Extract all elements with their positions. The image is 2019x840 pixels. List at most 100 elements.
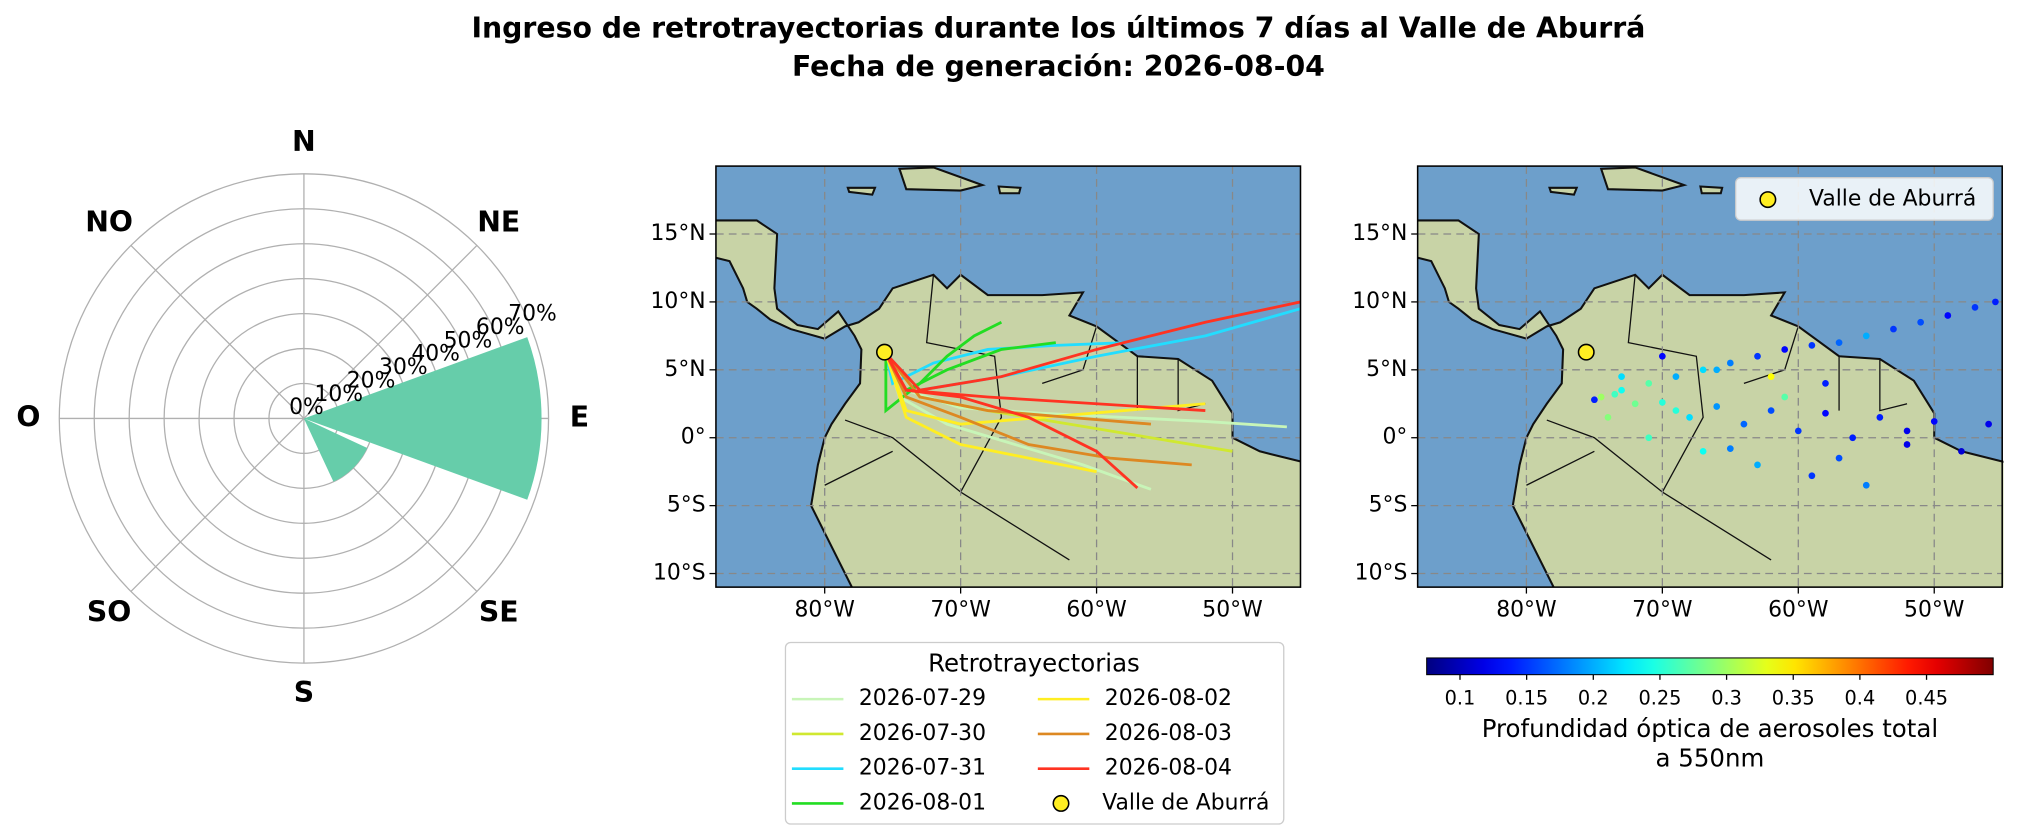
colorbar bbox=[1426, 657, 1994, 676]
y-tick-label: 0° bbox=[681, 425, 706, 450]
spoke bbox=[303, 245, 478, 419]
legend-label: 2026-07-29 bbox=[859, 686, 986, 711]
bar bbox=[303, 337, 542, 500]
x-tick-label: 80°W bbox=[1496, 597, 1556, 622]
spoke bbox=[130, 417, 305, 592]
legend-box bbox=[784, 641, 1285, 825]
y-tick-label: 10°S bbox=[653, 561, 706, 586]
aod-point bbox=[1754, 461, 1761, 469]
legend-marker bbox=[1052, 794, 1070, 812]
trajectory bbox=[884, 300, 1301, 392]
direction-label: SO bbox=[87, 595, 131, 628]
aod-point bbox=[1767, 373, 1775, 380]
x-tick-label: 60°W bbox=[1066, 597, 1126, 622]
island bbox=[1699, 185, 1724, 195]
aod-point bbox=[1781, 346, 1789, 353]
x-tick-label: 70°W bbox=[930, 597, 990, 622]
x-tick-label: 60°W bbox=[1768, 597, 1828, 622]
r-tick-label: 10% bbox=[314, 382, 363, 407]
r-tick-label: 70% bbox=[508, 302, 557, 327]
direction-label: N bbox=[292, 125, 316, 158]
trajectory bbox=[884, 341, 1124, 386]
map-frame bbox=[1416, 165, 2003, 588]
aod-point bbox=[1740, 420, 1748, 428]
legend-title: Retrotrayectorias bbox=[928, 648, 1140, 677]
x-tick-label: 70°W bbox=[1632, 597, 1692, 622]
title-line: Ingreso de retrotrayectorias durante los… bbox=[471, 12, 1645, 45]
aod-point bbox=[1903, 441, 1911, 448]
aod-point bbox=[1645, 380, 1653, 387]
island bbox=[997, 185, 1022, 195]
island bbox=[757, 132, 907, 162]
aod-point bbox=[1604, 414, 1612, 421]
aod-point bbox=[1713, 403, 1721, 410]
aod-point bbox=[1903, 427, 1911, 435]
y-tick-label: 5°S bbox=[1369, 493, 1408, 518]
y-tick-label: 10°S bbox=[1355, 561, 1408, 586]
aod-point bbox=[1618, 373, 1625, 380]
aod-point bbox=[1597, 393, 1605, 401]
aod-point bbox=[1890, 325, 1897, 333]
r-tick-label: 30% bbox=[379, 355, 428, 380]
site-marker bbox=[1577, 343, 1595, 361]
legend-label: 2026-08-04 bbox=[1105, 756, 1232, 781]
colorbar-tick-label: 0.45 bbox=[1905, 687, 1948, 710]
aod-point bbox=[1699, 447, 1707, 455]
legend-label: Valle de Aburrá bbox=[1809, 187, 1976, 212]
y-tick-label: 15°N bbox=[650, 221, 705, 246]
aod-point bbox=[1699, 366, 1707, 374]
aod-point bbox=[1726, 445, 1734, 452]
land bbox=[715, 219, 1301, 588]
polar-chart: N NE E SE S SO O NO 0%10%20%30%40%50%60%70% bbox=[16, 125, 589, 709]
island bbox=[1458, 132, 1608, 162]
colorbar-tick-label: 0.25 bbox=[1638, 687, 1681, 710]
aod-point bbox=[1917, 318, 1924, 326]
x-tick-label: 80°W bbox=[794, 597, 854, 622]
y-tick-label: 15°N bbox=[1352, 221, 1407, 246]
legend-label: Valle de Aburrá bbox=[1102, 790, 1269, 815]
r-tick-label: 50% bbox=[444, 328, 493, 353]
aod-point bbox=[1822, 380, 1829, 387]
aod-point bbox=[1958, 447, 1965, 455]
colorbar-label: Profundidad óptica de aerosoles total bbox=[1482, 714, 1938, 743]
aod-point bbox=[1645, 434, 1653, 442]
aod-point bbox=[1944, 312, 1952, 319]
aod-point bbox=[1672, 407, 1680, 414]
legend-box bbox=[1735, 177, 1994, 221]
direction-label: NE bbox=[477, 206, 520, 239]
trajectory bbox=[884, 353, 1206, 426]
legend-label: 2026-07-30 bbox=[859, 721, 986, 746]
aod-point bbox=[1876, 414, 1884, 421]
direction-label: SE bbox=[479, 595, 519, 628]
trajectory bbox=[884, 352, 1206, 412]
x-tick-label: 50°W bbox=[1202, 597, 1262, 622]
aod-point bbox=[1591, 396, 1598, 404]
aod-point bbox=[1659, 399, 1666, 406]
aod-point bbox=[1659, 352, 1666, 360]
aod-point bbox=[1686, 414, 1693, 421]
r-tick-label: 20% bbox=[347, 368, 396, 393]
aod-point bbox=[1971, 303, 1979, 311]
x-tick-label: 50°W bbox=[1904, 597, 1964, 622]
island bbox=[1599, 166, 1688, 192]
aod-point bbox=[1862, 332, 1870, 340]
colorbar-tick-label: 0.1 bbox=[1445, 687, 1476, 710]
legend-label: 2026-08-03 bbox=[1105, 721, 1232, 746]
direction-label: NO bbox=[85, 206, 133, 239]
aod-point bbox=[1611, 390, 1619, 398]
aod-point bbox=[1618, 386, 1625, 394]
aod-point bbox=[1992, 298, 1999, 306]
legend-label: 2026-08-01 bbox=[859, 790, 986, 815]
island bbox=[846, 186, 877, 196]
aod-point bbox=[1713, 366, 1721, 374]
aod-point bbox=[1808, 342, 1816, 349]
aod-point bbox=[1835, 454, 1843, 462]
y-tick-label: 10°N bbox=[1352, 289, 1407, 314]
y-tick-label: 5°S bbox=[667, 493, 706, 518]
bar bbox=[303, 418, 368, 482]
legend-marker bbox=[1759, 191, 1777, 209]
trajectory bbox=[884, 353, 1097, 474]
trajectory bbox=[884, 352, 1192, 467]
map bbox=[715, 132, 1301, 588]
